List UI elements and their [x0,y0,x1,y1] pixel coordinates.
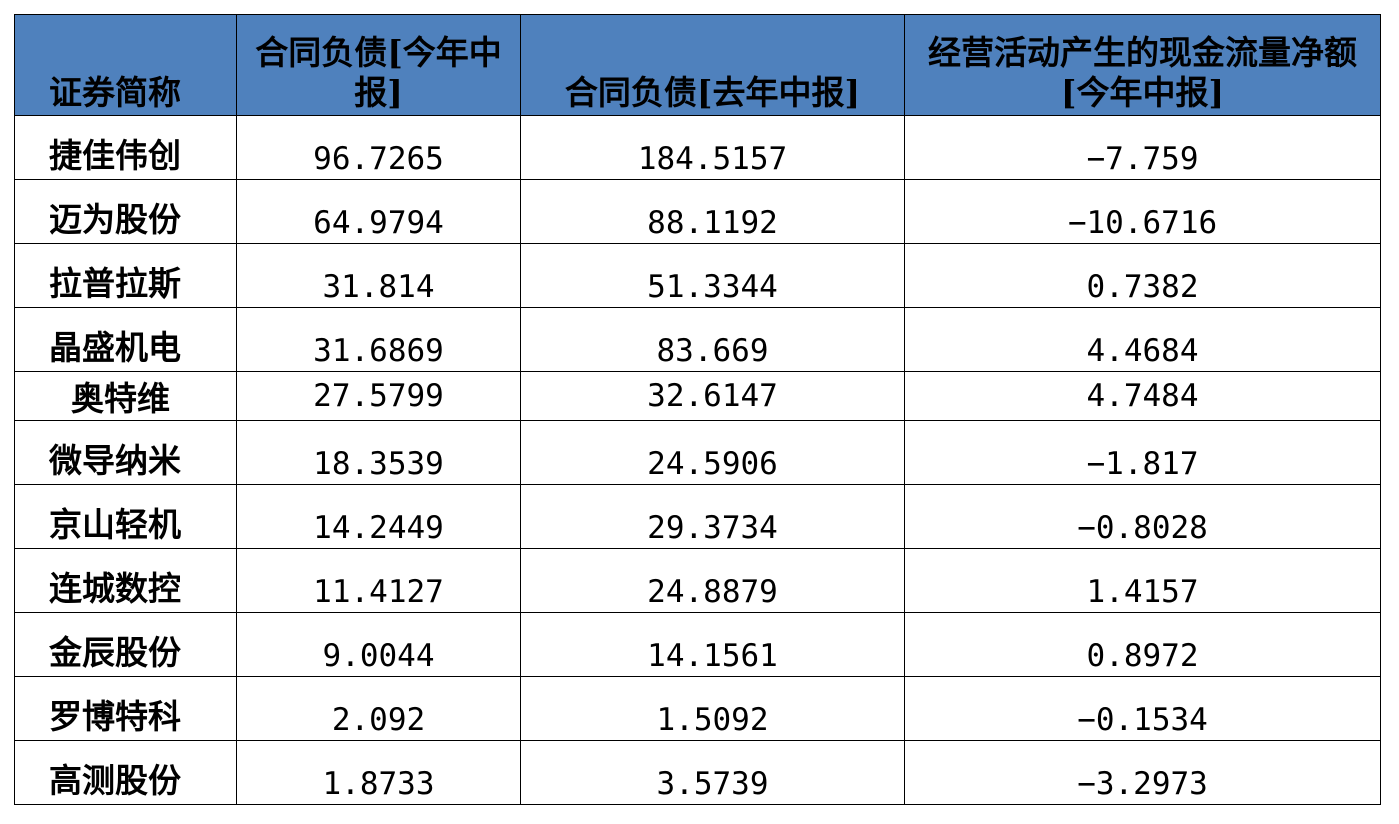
header-cell-liability-last-year: 合同负债[去年中报] [520,14,905,116]
cell-liability-last-year: 51.3344 [520,243,905,308]
header-cell-liability-this-year: 合同负债[今年中报] [236,14,521,116]
cell-liability-last-year: 14.1561 [520,612,905,677]
table-row: 连城数控 11.4127 24.8879 1.4157 [14,548,1381,613]
table-row: 捷佳伟创 96.7265 184.5157 −7.759 [14,115,1381,180]
cell-operating-cashflow: −0.1534 [904,676,1381,741]
cell-name: 金辰股份 [14,612,237,677]
cell-liability-this-year: 31.6869 [236,307,521,372]
table-row: 高测股份 1.8733 3.5739 −3.2973 [14,740,1381,805]
cell-operating-cashflow: 0.8972 [904,612,1381,677]
cell-liability-last-year: 24.8879 [520,548,905,613]
cell-liability-this-year: 96.7265 [236,115,521,180]
table-row: 奥特维 27.5799 32.6147 4.7484 [14,371,1381,421]
cell-operating-cashflow: −1.817 [904,420,1381,485]
cell-operating-cashflow: 4.7484 [904,371,1381,421]
cell-name: 连城数控 [14,548,237,613]
cell-liability-this-year: 2.092 [236,676,521,741]
table-row: 微导纳米 18.3539 24.5906 −1.817 [14,420,1381,485]
cell-name: 捷佳伟创 [14,115,237,180]
cell-liability-last-year: 88.1192 [520,179,905,244]
cell-liability-last-year: 1.5092 [520,676,905,741]
cell-name: 京山轻机 [14,484,237,549]
cell-operating-cashflow: −0.8028 [904,484,1381,549]
header-cell-name: 证券简称 [14,14,237,116]
cell-name: 高测股份 [14,740,237,805]
table-row: 罗博特科 2.092 1.5092 −0.1534 [14,676,1381,741]
cell-name: 迈为股份 [14,179,237,244]
cell-liability-this-year: 27.5799 [236,371,521,421]
header-cell-operating-cashflow: 经营活动产生的现金流量净额[今年中报] [904,14,1381,116]
cell-liability-this-year: 9.0044 [236,612,521,677]
cell-liability-this-year: 14.2449 [236,484,521,549]
cell-liability-last-year: 29.3734 [520,484,905,549]
table-row: 京山轻机 14.2449 29.3734 −0.8028 [14,484,1381,549]
cell-name: 奥特维 [14,371,237,421]
table-row: 迈为股份 64.9794 88.1192 −10.6716 [14,179,1381,244]
cell-operating-cashflow: 1.4157 [904,548,1381,613]
cell-liability-this-year: 1.8733 [236,740,521,805]
cell-operating-cashflow: 4.4684 [904,307,1381,372]
table-row: 金辰股份 9.0044 14.1561 0.8972 [14,612,1381,677]
cell-operating-cashflow: −10.6716 [904,179,1381,244]
cell-name: 晶盛机电 [14,307,237,372]
cell-liability-this-year: 64.9794 [236,179,521,244]
cell-liability-this-year: 18.3539 [236,420,521,485]
cell-liability-last-year: 83.669 [520,307,905,372]
cell-liability-last-year: 32.6147 [520,371,905,421]
data-table: 证券简称 合同负债[今年中报] 合同负债[去年中报] 经营活动产生的现金流量净额… [14,14,1381,805]
cell-liability-last-year: 3.5739 [520,740,905,805]
cell-liability-this-year: 11.4127 [236,548,521,613]
cell-operating-cashflow: 0.7382 [904,243,1381,308]
cell-name: 拉普拉斯 [14,243,237,308]
cell-operating-cashflow: −7.759 [904,115,1381,180]
cell-liability-last-year: 184.5157 [520,115,905,180]
cell-liability-last-year: 24.5906 [520,420,905,485]
table-row: 拉普拉斯 31.814 51.3344 0.7382 [14,243,1381,308]
cell-operating-cashflow: −3.2973 [904,740,1381,805]
cell-liability-this-year: 31.814 [236,243,521,308]
header-row: 证券简称 合同负债[今年中报] 合同负债[去年中报] 经营活动产生的现金流量净额… [14,14,1381,116]
cell-name: 罗博特科 [14,676,237,741]
cell-name: 微导纳米 [14,420,237,485]
table-row: 晶盛机电 31.6869 83.669 4.4684 [14,307,1381,372]
